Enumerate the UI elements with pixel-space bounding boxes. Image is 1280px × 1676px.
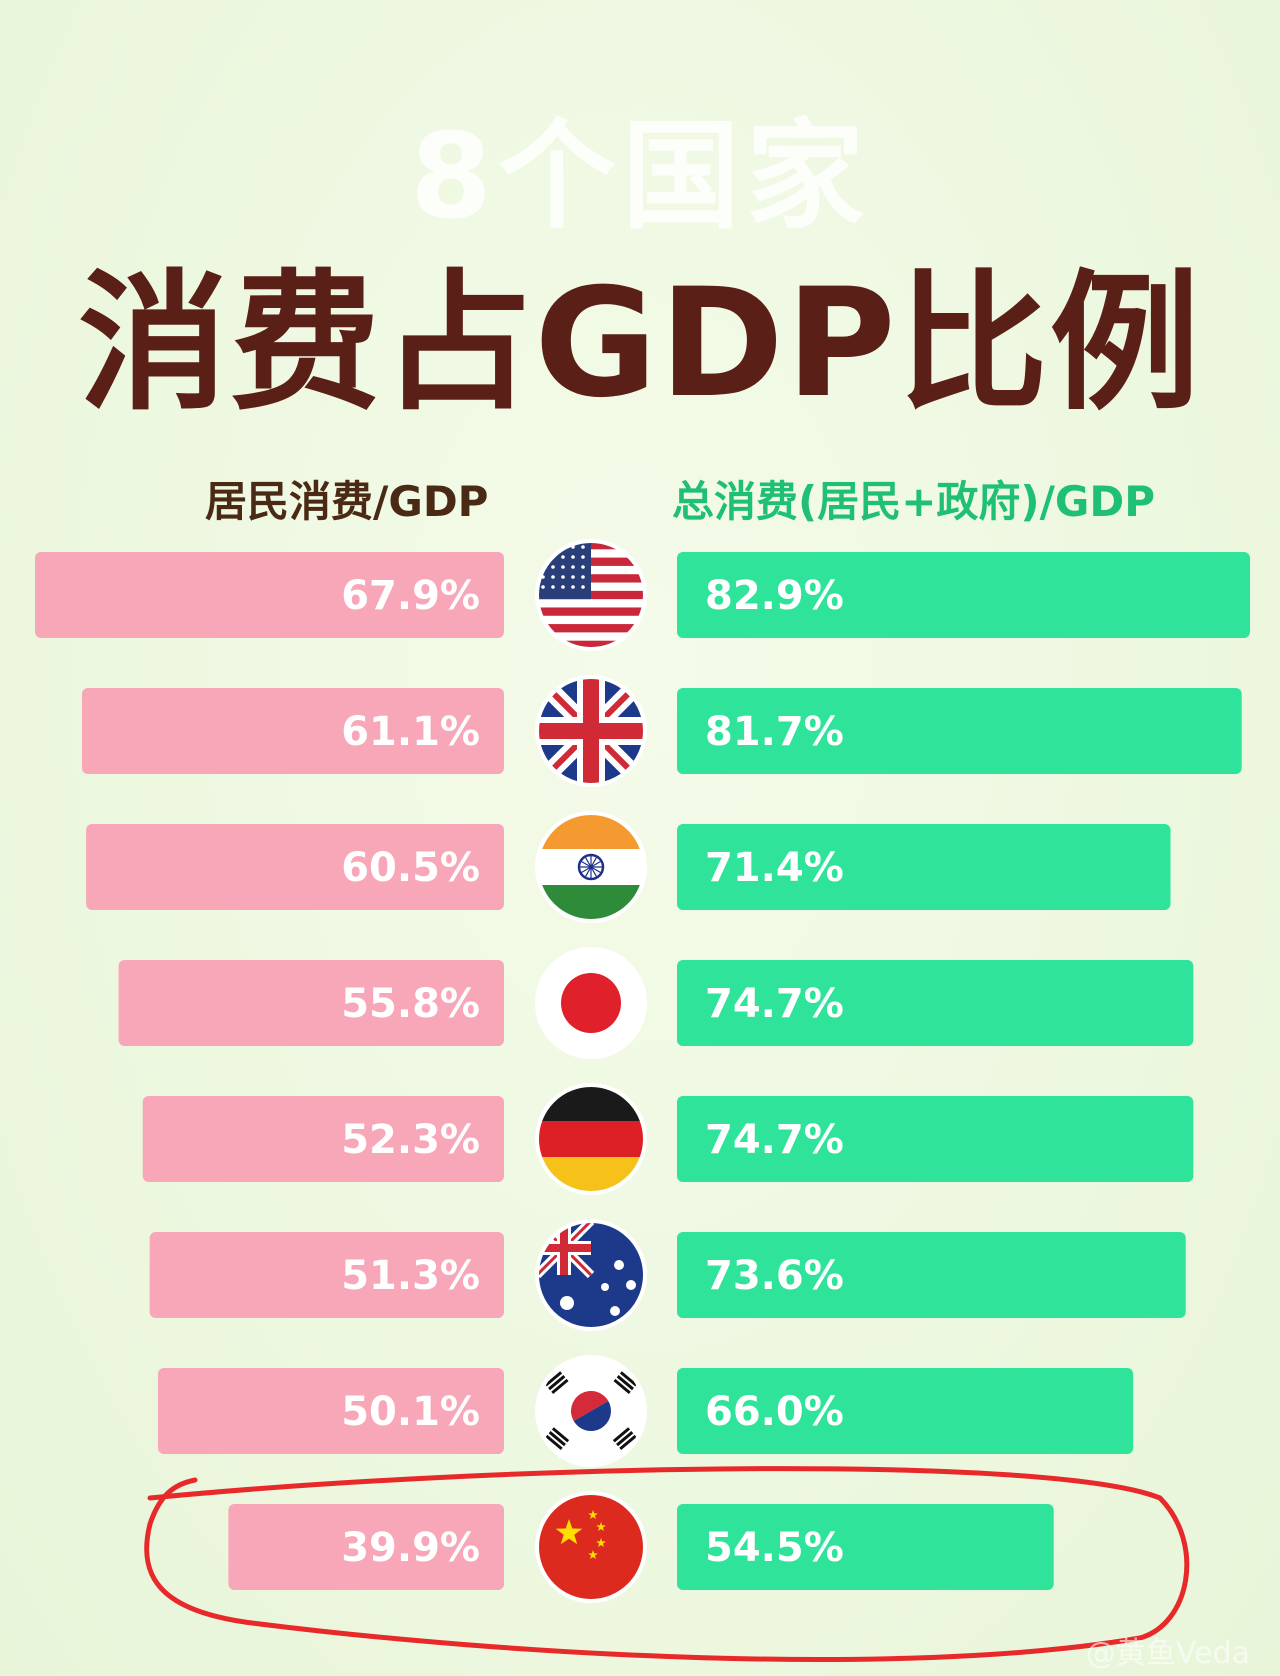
right-value-china: 54.5% (705, 1525, 844, 1571)
china-flag-icon (535, 1491, 647, 1603)
left-value-south-korea: 50.1% (341, 1389, 480, 1435)
right-value-australia: 73.6% (705, 1253, 844, 1299)
right-bar-china (677, 1504, 1054, 1590)
right-value-usa: 82.9% (705, 573, 844, 619)
left-series-header: 居民消费/GDP (205, 477, 489, 526)
left-value-india: 60.5% (341, 845, 480, 891)
right-value-japan: 74.7% (705, 981, 844, 1027)
left-bar-usa (35, 552, 504, 638)
right-value-south-korea: 66.0% (705, 1389, 844, 1435)
right-bar-japan (677, 960, 1194, 1046)
left-value-usa: 67.9% (341, 573, 480, 619)
left-value-uk: 61.1% (341, 709, 480, 755)
left-bar-south-korea (157, 1368, 504, 1454)
korea-flag-icon (535, 1355, 647, 1467)
subtitle: 8个国家 (409, 107, 871, 245)
watermark: @黄鱼Veda (1085, 1636, 1250, 1671)
left-bar-china (228, 1504, 504, 1590)
left-value-australia: 51.3% (341, 1253, 480, 1299)
chart-title: 消费占GDP比例 (78, 257, 1202, 431)
right-bar-germany (677, 1096, 1194, 1182)
germany-flag-icon (535, 1083, 647, 1195)
right-value-uk: 81.7% (705, 709, 844, 755)
left-value-china: 39.9% (341, 1525, 480, 1571)
right-value-india: 71.4% (705, 845, 844, 891)
left-bar-australia (149, 1232, 504, 1318)
right-bar-india (677, 824, 1171, 910)
australia-flag-icon (535, 1219, 647, 1331)
uk-flag-icon (535, 675, 647, 787)
left-bar-india (86, 824, 504, 910)
left-value-japan: 55.8% (341, 981, 480, 1027)
left-bar-uk (81, 688, 505, 774)
right-bar-australia (677, 1232, 1186, 1318)
right-bars: 82.9% 81.7% 71.4% 74.7% 74.7% 73.6% 66.0% 54.5% (677, 552, 1250, 1590)
japan-flag-icon (535, 947, 647, 1059)
india-flag-icon (535, 811, 647, 923)
left-value-germany: 52.3% (341, 1117, 480, 1163)
left-bar-germany (142, 1096, 505, 1182)
left-bar-japan (118, 960, 504, 1046)
right-value-germany: 74.7% (705, 1117, 844, 1163)
right-series-header: 总消费(居民+政府)/GDP (672, 477, 1156, 526)
us-flag-icon (535, 539, 647, 651)
flag-column (535, 539, 647, 1603)
right-bar-south-korea (677, 1368, 1134, 1454)
right-bar-uk (677, 688, 1242, 774)
highlight-circle (144, 1466, 1190, 1662)
right-bar-usa (677, 552, 1250, 638)
left-bars: 67.9% 61.1% 60.5% 55.8% 52.3% 51.3% 50.1% 39.9% (35, 552, 505, 1590)
